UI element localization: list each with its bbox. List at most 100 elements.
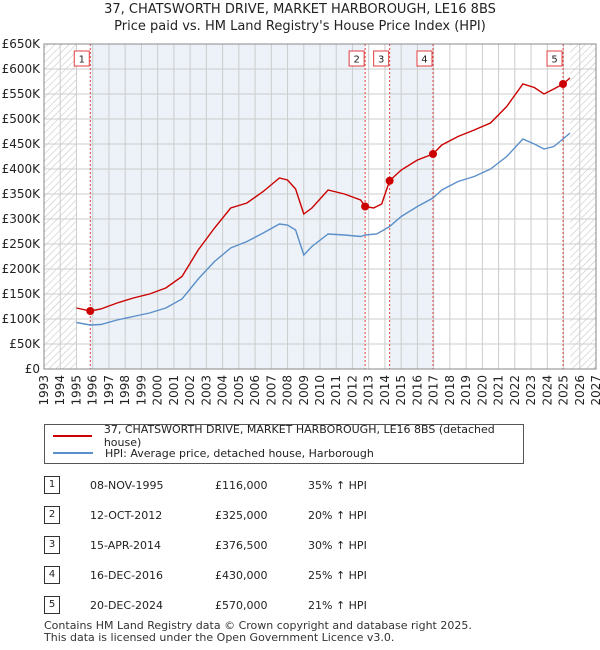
sale-date: 15-APR-2014 [90,539,162,552]
x-tick-label: 2014 [378,375,392,406]
y-tick-label: £600K [2,62,42,76]
sale-label: 4 [421,55,427,66]
sale-number-badge: 2 [44,506,60,524]
hatched-region-after-data [570,44,596,369]
y-tick-label: £550K [2,87,42,101]
sale-point [86,307,95,315]
chart-title-line1: 37, CHATSWORTH DRIVE, MARKET HARBOROUGH,… [104,2,496,17]
y-tick-label: £200K [2,262,42,276]
y-tick-label: £150K [2,287,42,301]
sale-label: 1 [79,55,85,66]
sale-label-box [348,50,365,67]
sale-number-badge: 1 [44,476,60,494]
sale-number-badge: 3 [44,536,60,554]
x-tick-label: 2011 [329,375,343,406]
x-tick-label: 2025 [557,375,571,406]
x-tick-label: 2009 [297,375,311,406]
x-tick-label: 1997 [102,375,116,406]
x-tick-label: 2016 [410,375,424,406]
sale-point [559,80,568,88]
sale-label: 5 [551,55,557,66]
legend-item-property: 37, CHATSWORTH DRIVE, MARKET HARBOROUGH,… [53,423,523,449]
sale-date: 20-DEC-2024 [90,599,164,612]
x-tick-label: 2027 [589,375,600,406]
sale-number-badge: 4 [44,566,60,584]
sale-label: 2 [353,55,359,66]
sale-hpi-change: 25% ↑ HPI [308,569,367,582]
legend-swatch-blue [53,452,93,454]
chart-title-line2: Price paid vs. HM Land Registry's House … [114,19,486,34]
x-tick-label: 2020 [475,375,489,406]
x-tick-label: 2013 [362,375,376,406]
sale-date: 12-OCT-2012 [90,509,163,522]
x-tick-label: 2007 [264,375,278,406]
sale-row: 5 20-DEC-2024 £570,000 21% ↑ HPI [0,596,600,616]
sale-row: 3 15-APR-2014 £376,500 30% ↑ HPI [0,536,600,556]
x-tick-label: 2000 [151,375,165,406]
footer-line1: Contains HM Land Registry data © Crown c… [44,619,472,632]
sale-price: £325,000 [215,509,268,522]
sale-label-box [373,50,390,67]
legend: 37, CHATSWORTH DRIVE, MARKET HARBOROUGH,… [44,423,524,464]
footer-attribution: Contains HM Land Registry data © Crown c… [44,620,472,644]
sale-point [361,202,370,211]
sale-label-box [546,50,563,67]
x-tick-label: 1993 [37,375,51,406]
sale-label: 3 [378,55,384,66]
y-tick-label: £250K [2,237,42,251]
y-tick-label: £300K [2,212,42,226]
x-tick-label: 2008 [281,375,295,406]
y-tick-label: £450K [2,137,42,151]
sale-hpi-change: 30% ↑ HPI [308,539,367,552]
sale-price: £430,000 [215,569,268,582]
legend-label-hpi: HPI: Average price, detached house, Harb… [105,446,374,460]
x-tick-label: 2019 [459,375,473,406]
x-tick-label: 2001 [167,375,181,406]
sale-price: £570,000 [215,599,268,612]
price-chart: 1 2 3 4 5 £0 £50K £100K £150K £200K £250K £300K £35… [2,37,600,406]
y-tick-label: £350K [2,187,42,201]
x-tick-label: 2004 [216,375,230,406]
x-tick-label: 2023 [524,375,538,406]
hpi-line [76,132,571,326]
x-tick-label: 1998 [118,375,132,406]
sale-price: £376,500 [215,539,268,552]
x-tick-label: 2024 [540,375,554,406]
sale-date: 16-DEC-2016 [90,569,164,582]
sale-period-band [90,44,366,369]
sale-price: £116,000 [215,479,268,492]
sale-label-box [73,50,90,67]
x-tick-label: 1996 [86,375,100,406]
legend-item-hpi: HPI: Average price, detached house, Harb… [53,445,374,461]
sale-hpi-change: 21% ↑ HPI [308,599,367,612]
sale-label-box [416,50,433,67]
x-tick-label: 2005 [232,375,246,406]
x-tick-label: 2015 [394,375,408,406]
sale-point [428,150,437,158]
x-tick-label: 2010 [313,375,327,406]
sale-hpi-change: 20% ↑ HPI [308,509,367,522]
x-tick-label: 1994 [53,375,67,406]
y-tick-label: £100K [2,312,42,326]
footer-line2: This data is licensed under the Open Gov… [44,631,395,644]
sale-hpi-change: 35% ↑ HPI [308,479,367,492]
x-tick-label: 2026 [573,375,587,406]
x-tick-label: 2002 [183,375,197,406]
x-tick-label: 1995 [69,375,83,406]
x-tick-label: 2006 [248,375,262,406]
x-tick-label: 2022 [508,375,522,406]
x-tick-label: 2003 [199,375,213,406]
sale-number-badge: 5 [44,596,60,614]
sale-row: 4 16-DEC-2016 £430,000 25% ↑ HPI [0,566,600,586]
y-tick-label: £650K [2,37,42,51]
plot-frame [43,43,597,370]
y-tick-label: £50K [9,337,41,351]
x-tick-label: 2017 [427,375,441,406]
x-tick-label: 2012 [345,375,359,406]
sale-row: 1 08-NOV-1995 £116,000 35% ↑ HPI [0,476,600,496]
x-tick-label: 2018 [443,375,457,406]
legend-swatch-red [53,435,92,437]
sale-row: 2 12-OCT-2012 £325,000 20% ↑ HPI [0,506,600,526]
x-tick-label: 2021 [492,375,506,406]
sale-date: 08-NOV-1995 [90,479,164,492]
